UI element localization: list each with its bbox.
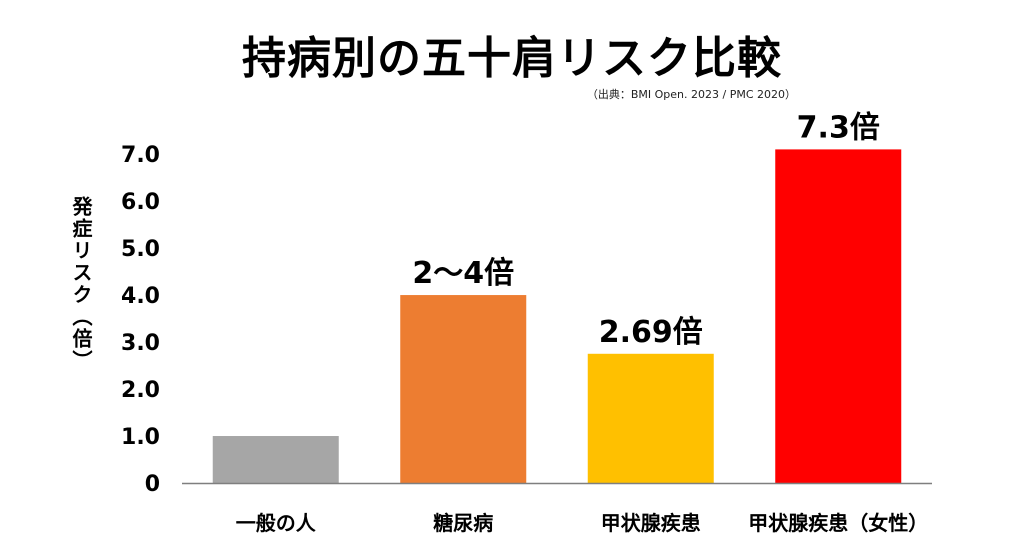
y-axis-label: 発症リスク（倍） xyxy=(69,196,93,372)
category-labels: 一般の人 糖尿病 甲状腺疾患 甲状腺疾患（女性） xyxy=(236,511,929,535)
y-tick-label: 6.0 xyxy=(121,190,160,215)
y-tick-label: 7.0 xyxy=(121,143,160,168)
chart-subtitle: （出典：BMI Open. 2023 / PMC 2020） xyxy=(586,88,796,101)
y-tick-label: 4.0 xyxy=(121,284,160,309)
bar xyxy=(587,353,714,483)
bar-data-label: 2.69倍 xyxy=(599,315,703,350)
category-label: 甲状腺疾患（女性） xyxy=(748,511,928,535)
bar xyxy=(400,295,527,483)
bar xyxy=(212,436,339,483)
y-ticks: 0 1.0 2.0 3.0 4.0 5.0 6.0 7.0 xyxy=(121,143,160,497)
data-labels: 2〜4倍 2.69倍 7.3倍 xyxy=(412,110,879,349)
y-tick-label: 3.0 xyxy=(121,331,160,356)
y-tick-label: 1.0 xyxy=(121,425,160,450)
y-tick-label: 0 xyxy=(145,472,160,497)
y-tick-label: 2.0 xyxy=(121,378,160,403)
bar-data-label: 2〜4倍 xyxy=(412,256,514,291)
bar-data-label: 7.3倍 xyxy=(797,110,880,145)
category-label: 一般の人 xyxy=(236,511,317,535)
chart-title: 持病別の五十肩リスク比較 xyxy=(242,33,782,84)
bar xyxy=(775,149,902,483)
category-label: 糖尿病 xyxy=(433,511,493,535)
bars xyxy=(212,149,902,483)
category-label: 甲状腺疾患 xyxy=(601,511,701,535)
y-tick-label: 5.0 xyxy=(121,237,160,262)
